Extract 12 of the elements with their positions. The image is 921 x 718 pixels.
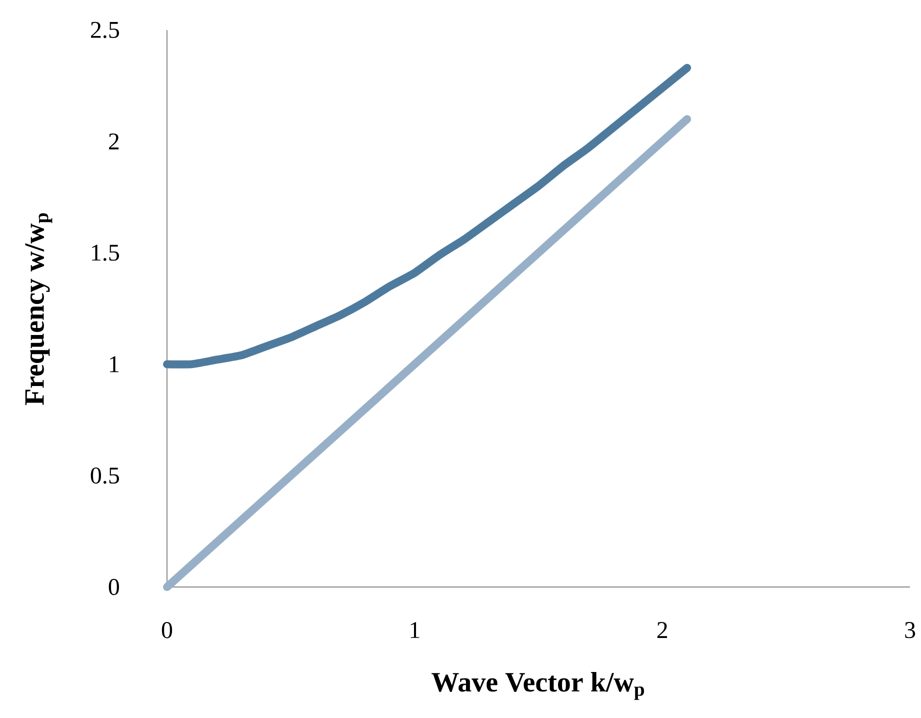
y-axis-title: Frequency w/w$_{p}$: [25, 213, 52, 406]
y-tick-label: 0: [108, 578, 120, 596]
y-tick-label: 2.5: [91, 22, 120, 38]
x-tick-label: 0: [162, 622, 172, 638]
x-tick-label: 2: [657, 622, 667, 638]
x-tick-label: 1: [410, 622, 420, 638]
y-tick-label: 1.5: [92, 244, 120, 261]
y-tick-label: 0.5: [90, 467, 120, 484]
x-tick-label: 3: [905, 622, 916, 638]
y-tick-label: 1: [110, 356, 119, 372]
x-axis-title: Wave Vector k/w$_{p}$: [432, 672, 644, 700]
y-tick-label: 2: [109, 133, 119, 150]
